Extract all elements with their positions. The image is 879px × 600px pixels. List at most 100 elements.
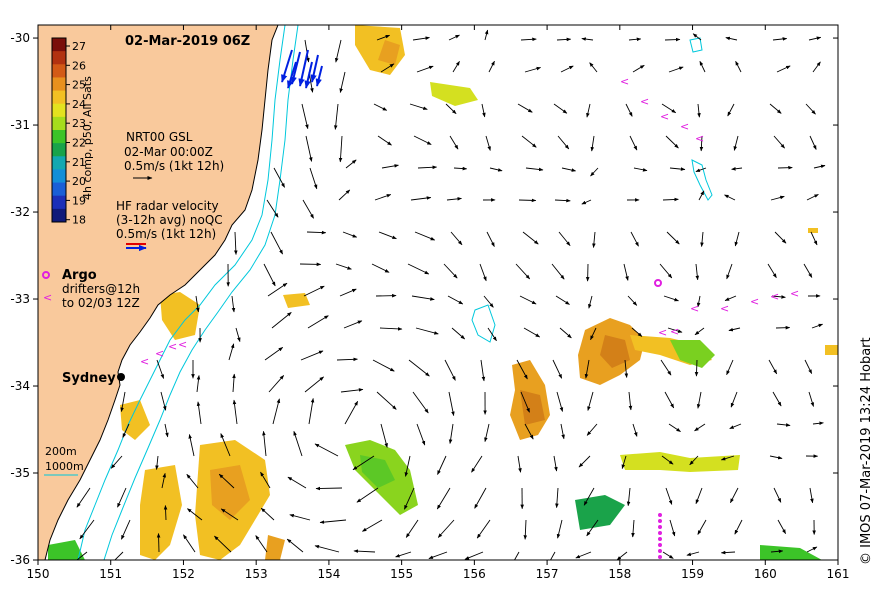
current-arrow [692,33,702,41]
current-arrow [156,533,161,553]
current-arrow [271,312,292,329]
colorbar-tick-label: 22 [72,137,86,150]
current-arrow [436,487,451,510]
current-arrow [416,65,434,73]
current-arrow [805,103,816,115]
drifter-tracks: <<<<<< << < << << <<< [140,75,799,559]
land-mass-australia [38,25,279,560]
current-arrow [414,231,436,241]
current-arrow [668,66,684,73]
drifter-dot [658,525,662,529]
current-arrow [164,423,169,438]
current-arrow [735,60,742,73]
current-arrow [726,359,734,376]
x-tick-label: 159 [681,567,704,581]
current-arrow [302,199,314,219]
current-arrow [556,519,563,539]
x-tick-label: 153 [245,567,268,581]
contour-200m-label: 200m [45,445,77,458]
current-arrow [555,295,570,305]
current-arrow [255,535,268,553]
current-arrow [696,295,701,308]
sydney-marker [117,373,125,381]
current-arrow [306,230,327,235]
current-arrow [511,551,520,560]
y-tick-label: -30 [10,31,30,45]
map-title: 02-Mar-2019 06Z [125,34,250,49]
current-arrow [812,61,821,73]
current-arrow [484,423,490,443]
current-arrow [517,103,533,113]
colorbar-segment [52,208,66,223]
colorbar-tick-label: 21 [72,156,86,169]
current-arrow [551,263,565,280]
current-arrow [376,34,391,41]
current-arrow [767,263,777,279]
current-arrow [561,167,577,172]
current-arrow [727,103,735,117]
colorbar-segment [52,182,66,197]
current-arrow [554,198,571,203]
current-arrow [811,323,824,329]
current-arrow [339,288,357,297]
current-arrow [520,391,530,413]
current-arrow [523,327,541,338]
drifter-dot [658,549,662,553]
argo-drifter-legend: Argo < drifters@12h to 02/03 12Z [42,268,140,310]
current-arrow [630,231,639,247]
current-arrow [446,197,462,201]
y-tick-label: -33 [10,292,30,306]
current-arrow [287,476,307,489]
drifter-dot [658,531,662,535]
current-arrow [515,263,531,280]
colorbar-tick-label: 27 [72,40,86,53]
current-arrow [110,455,123,469]
current-arrow [471,455,483,473]
colorbar-segment [52,143,66,157]
hf-scale: 0.5m/s (1kt 12h) [116,227,216,241]
current-arrow [447,295,464,305]
current-arrow [264,347,284,361]
current-arrow [769,455,783,460]
current-arrow [117,487,127,508]
current-arrow [625,103,633,117]
current-arrow [629,135,638,151]
current-arrow [628,391,633,411]
current-arrow [120,391,126,413]
current-arrow [659,263,673,279]
sydney-label: Sydney [62,371,116,386]
current-arrow [665,487,673,505]
current-arrow [270,231,283,255]
x-tick-label: 158 [608,567,631,581]
current-arrow [378,231,397,240]
current-arrow [333,103,339,130]
current-arrow [444,359,456,381]
current-arrow [196,375,201,393]
drifter-marker: < [140,355,149,368]
current-arrow [183,534,196,553]
current-arrow [523,519,528,540]
current-arrow [689,455,699,466]
current-arrow [220,508,239,521]
drifter-dot [658,555,662,559]
drifter-marker: < [660,110,669,123]
current-arrow [590,135,595,152]
current-arrow [451,327,466,340]
current-arrow [485,135,491,151]
colorbar-tick-label: 24 [72,98,86,111]
current-arrow [416,423,426,446]
current-arrow [335,263,352,270]
current-arrow [483,295,494,308]
current-arrow [464,551,484,560]
current-arrow [235,327,241,343]
current-arrow [362,519,383,532]
current-arrow [804,359,813,375]
current-arrow [163,505,168,521]
current-arrow [769,103,782,114]
drifter-marker: < [640,95,649,108]
x-tick-label: 156 [463,567,486,581]
current-arrow [315,486,343,491]
current-arrow [733,135,739,151]
drifter-marker: < [695,132,704,145]
current-arrow [308,397,315,425]
